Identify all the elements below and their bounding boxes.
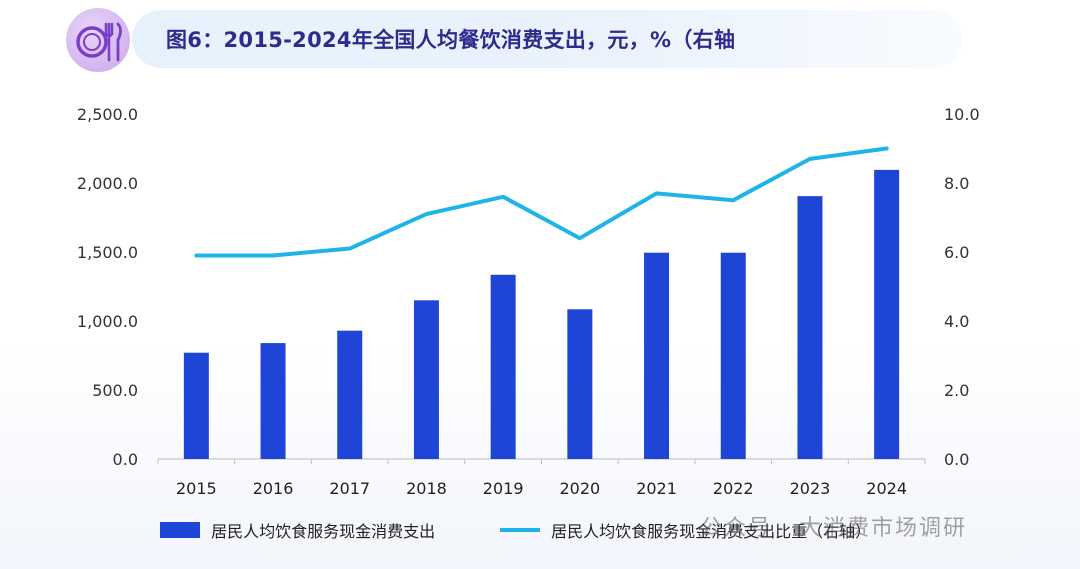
y-left-tick-label: 1,500.0 [77,243,138,262]
y-left-tick-label: 0.0 [113,450,138,469]
dining-badge [66,8,130,72]
share-line [194,146,889,258]
fork-knife-icon [76,22,122,62]
bar-2019 [490,274,516,459]
bar-2022 [720,252,746,459]
x-tick-label: 2024 [866,479,907,498]
chart-title: 图6：2015-2024年全国人均餐饮消费支出，元，%（右轴 [166,28,736,52]
bar-2024 [874,169,900,459]
y-right-tick-label: 2.0 [944,381,969,400]
legend-swatch-line [500,528,540,532]
y-right-tick-label: 6.0 [944,243,969,262]
legend-swatch-bar [160,522,200,538]
y-right-tick-label: 10.0 [944,105,980,124]
bar-2018 [413,300,439,459]
x-tick-label: 2023 [790,479,831,498]
x-tick-label: 2022 [713,479,754,498]
y-right-tick-label: 0.0 [944,450,969,469]
title-bar [132,10,962,68]
legend-label-bar: 居民人均饮食服务现金消费支出 [211,522,436,541]
legend-label-line: 居民人均饮食服务现金消费支出比重（右轴） [551,522,872,541]
x-tick-label: 2017 [329,479,370,498]
x-tick-label: 2020 [559,479,600,498]
legend-item-bar: 居民人均饮食服务现金消费支出 [160,518,435,542]
bar-2021 [644,252,670,459]
y-right-tick-label: 4.0 [944,312,969,331]
bar-2023 [797,196,823,460]
x-tick-label: 2016 [253,479,294,498]
legend-item-line: 居民人均饮食服务现金消费支出比重（右轴） [500,518,871,542]
bar-2017 [337,330,363,459]
x-tick-label: 2018 [406,479,447,498]
chart-header: 图6：2015-2024年全国人均餐饮消费支出，元，%（右轴 [62,8,1072,72]
x-tick-label: 2021 [636,479,677,498]
y-left-tick-label: 2,500.0 [77,105,138,124]
bar-2015 [183,352,209,459]
y-right-tick-label: 8.0 [944,174,969,193]
bar-2020 [567,309,593,459]
x-tick-label: 2015 [176,479,217,498]
y-left-tick-label: 2,000.0 [77,174,138,193]
bar-2016 [260,343,286,459]
watermark: 公众号 · 大消费市场调研 [700,516,967,541]
x-tick-label: 2019 [483,479,524,498]
y-left-tick-label: 500.0 [92,381,138,400]
y-left-tick-label: 1,000.0 [77,312,138,331]
